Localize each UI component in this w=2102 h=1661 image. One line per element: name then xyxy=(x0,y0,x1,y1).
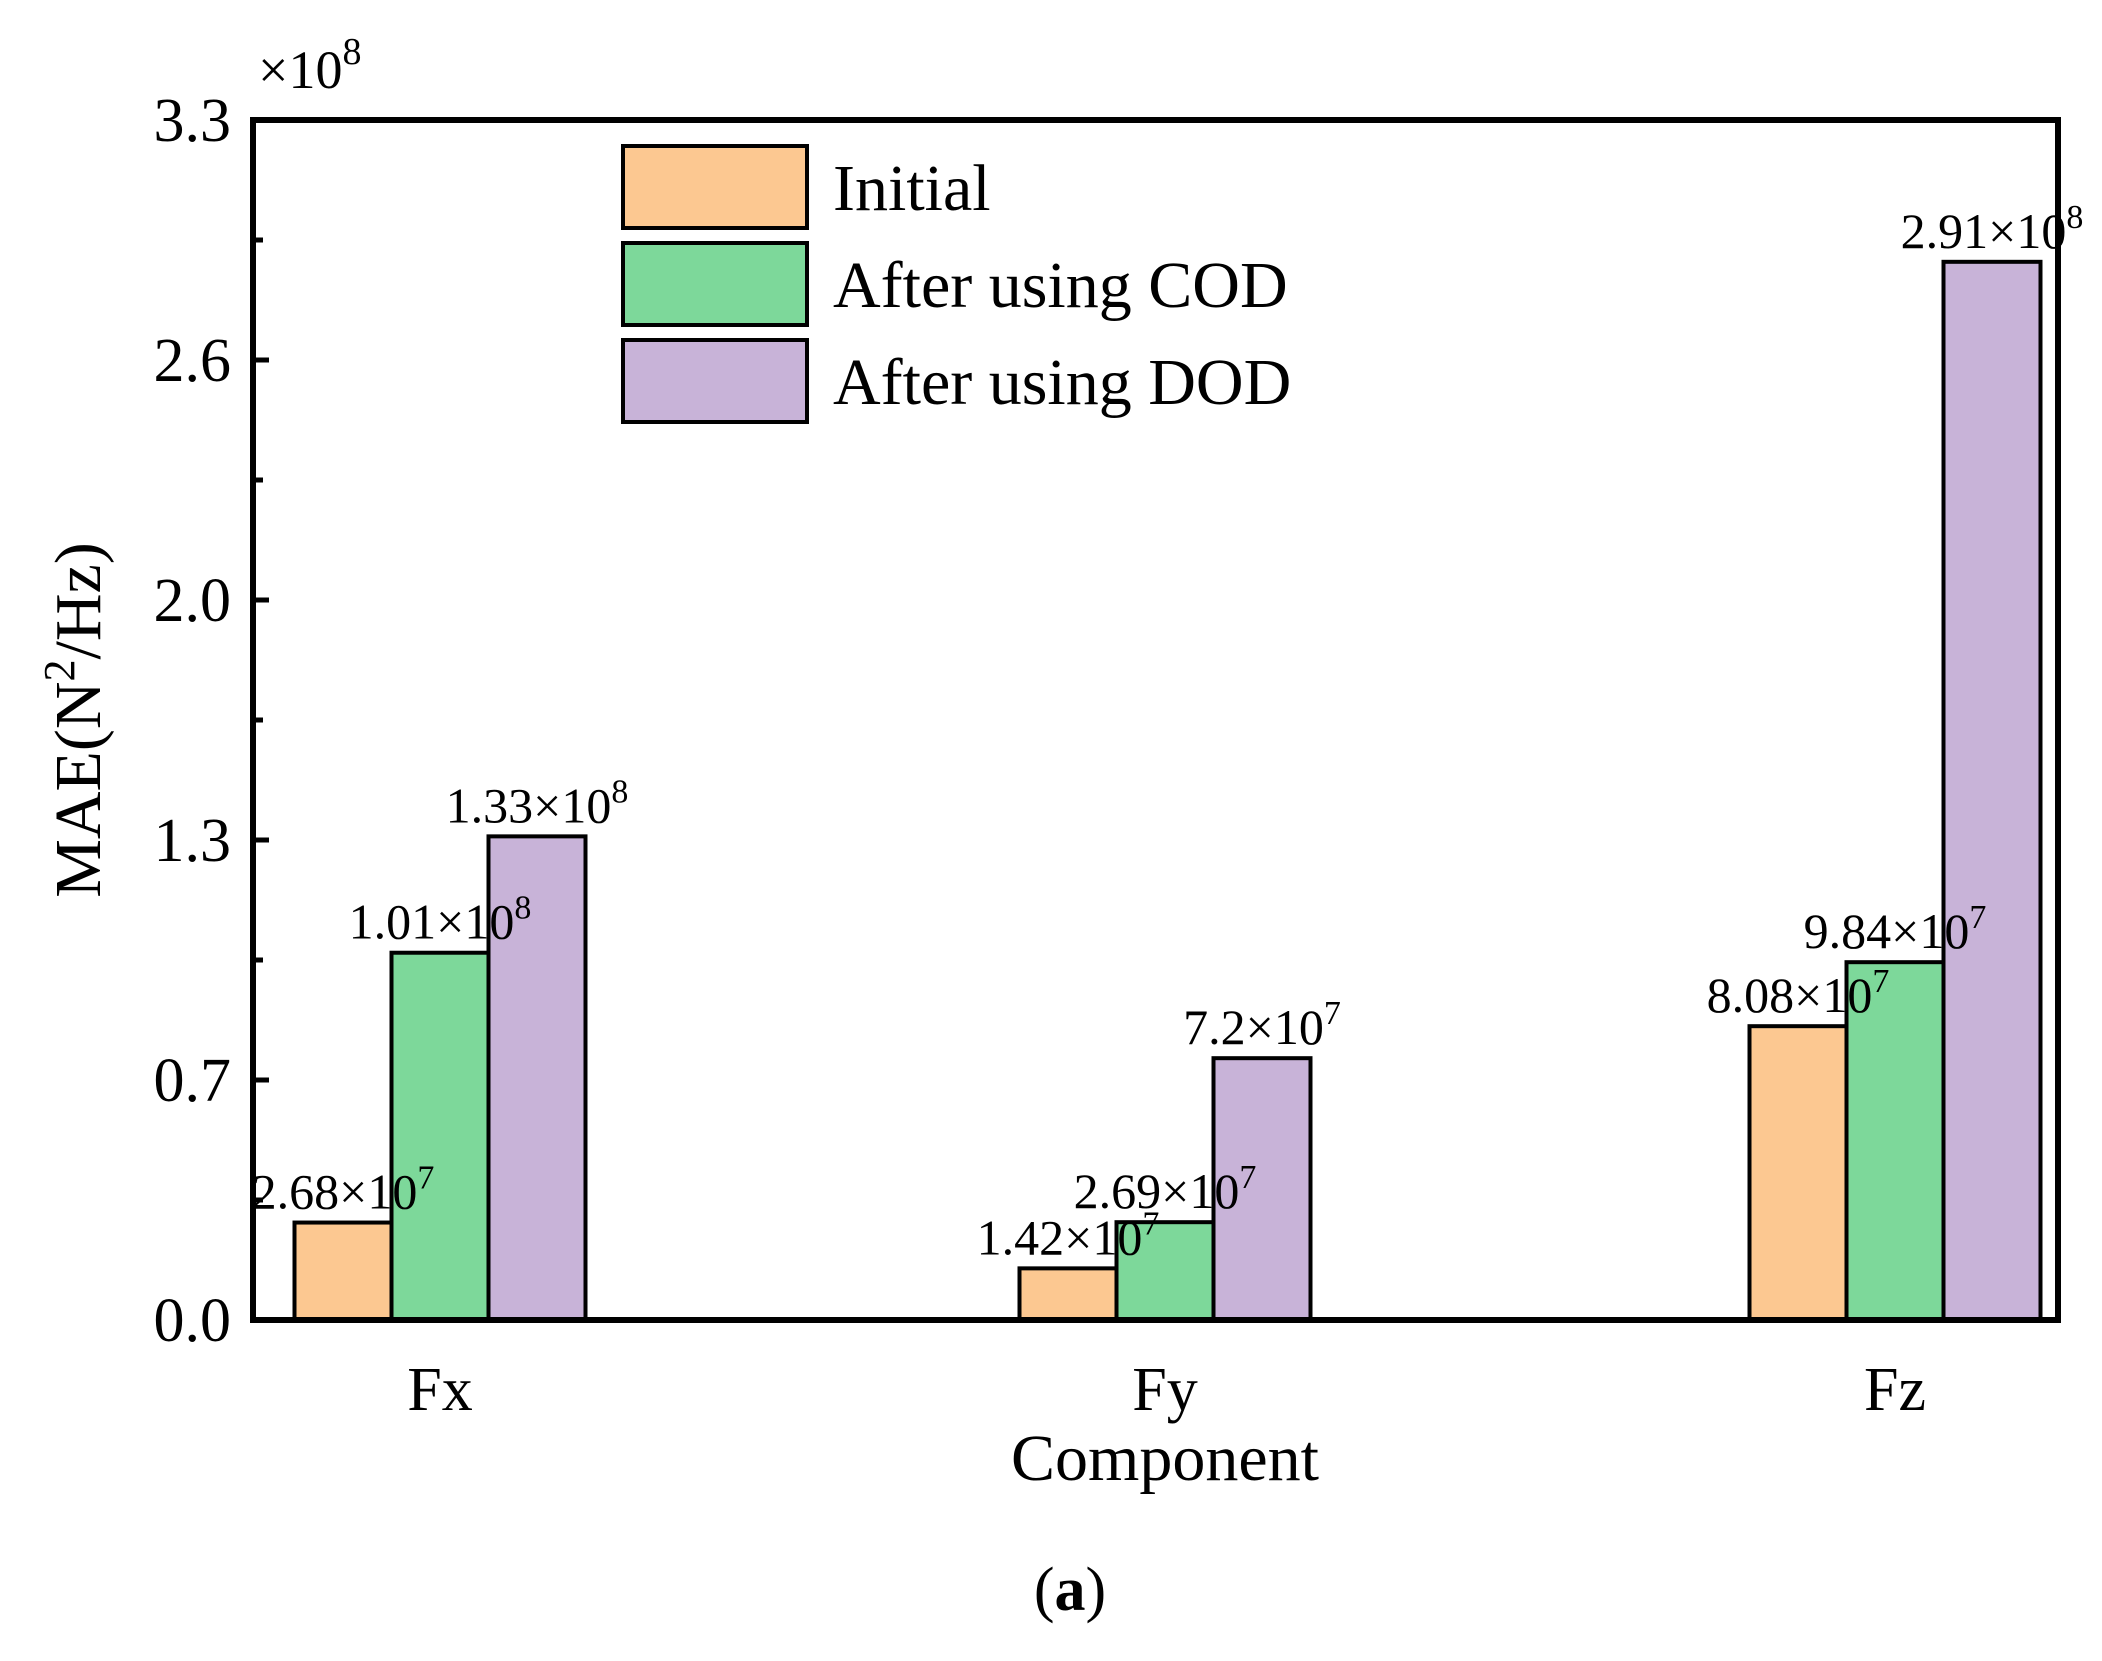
legend-label-dod: After using DOD xyxy=(833,346,1291,419)
y-tick-label: 0.0 xyxy=(154,1287,232,1355)
x-tick-label: Fy xyxy=(1132,1356,1197,1424)
legend-label-cod: After using COD xyxy=(833,249,1288,322)
bar xyxy=(1844,960,1946,1322)
y-tick-label: 2.6 xyxy=(154,327,232,395)
y-axis-ticks: 0.0 0.7 1.3 2.0 2.6 3.3 Fx Fy Fz xyxy=(154,87,1927,1424)
y-tick-label: 3.3 xyxy=(154,87,232,155)
y-tick-label: 2.0 xyxy=(154,567,232,635)
legend-label-initial: Initial xyxy=(833,152,991,225)
bar-value-label: 2.69×107 xyxy=(1074,1159,1257,1219)
bar xyxy=(1211,1056,1313,1322)
bar-value-label: 9.84×107 xyxy=(1804,899,1987,959)
x-tick-label: Fz xyxy=(1864,1356,1926,1424)
bar-value-label: 7.2×107 xyxy=(1183,995,1341,1055)
bar xyxy=(1747,1024,1849,1322)
bar-value-label: 1.01×108 xyxy=(349,890,532,950)
x-axis-title: Component xyxy=(1011,1422,1319,1495)
y-axis-title: MAE(N2/Hz) xyxy=(35,542,115,898)
x-tick-label: Fx xyxy=(407,1356,472,1424)
bar xyxy=(292,1220,394,1322)
legend: Initial After using COD After using DOD xyxy=(621,144,1291,424)
bar-value-label: 2.68×107 xyxy=(252,1160,435,1220)
figure-caption: (a) xyxy=(1034,1556,1106,1624)
data-labels: 2.68×107 1.01×108 1.33×108 1.42×1072.69×107… xyxy=(252,199,2084,1266)
bar xyxy=(1017,1266,1119,1323)
bar-value-label: 2.91×108 xyxy=(1901,199,2084,259)
y-tick-label: 0.7 xyxy=(154,1047,232,1115)
legend-swatch-initial xyxy=(621,144,809,230)
y-tick-label: 1.3 xyxy=(154,807,232,875)
legend-swatch-dod xyxy=(621,338,809,424)
y-axis-multiplier: ×108 xyxy=(258,31,361,100)
legend-swatch-cod xyxy=(621,241,809,327)
bar xyxy=(1941,259,2043,1322)
bar-value-label: 1.33×108 xyxy=(446,773,629,833)
bar-value-label: 1.42×107 xyxy=(977,1205,1160,1265)
bar xyxy=(389,950,491,1323)
bar-value-label: 8.08×107 xyxy=(1707,963,1890,1023)
